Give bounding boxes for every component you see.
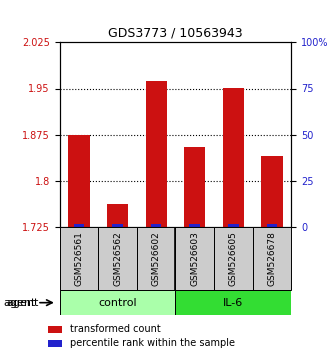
Bar [151,224,162,227]
Bar [48,340,62,347]
Bar [267,224,277,227]
Text: percentile rank within the sample: percentile rank within the sample [70,338,234,348]
Bar [189,224,200,227]
Text: GSM526561: GSM526561 [74,231,83,286]
Text: agent: agent [6,298,38,308]
FancyBboxPatch shape [253,227,291,290]
Bar [112,224,123,227]
Text: GSM526562: GSM526562 [113,231,122,286]
FancyBboxPatch shape [60,227,98,290]
FancyBboxPatch shape [60,290,175,315]
FancyBboxPatch shape [175,227,214,290]
Bar [146,81,167,227]
Title: GDS3773 / 10563943: GDS3773 / 10563943 [108,27,243,40]
Bar [261,156,283,227]
Text: GSM526605: GSM526605 [229,231,238,286]
Bar [48,326,62,333]
Text: transformed count: transformed count [70,324,160,334]
Text: GSM526602: GSM526602 [152,231,161,286]
Bar [68,135,89,227]
Text: IL-6: IL-6 [223,298,244,308]
Text: GSM526678: GSM526678 [267,231,276,286]
Bar [223,88,244,227]
Bar [107,204,128,227]
Bar [73,224,84,227]
Bar [184,147,205,227]
FancyBboxPatch shape [98,227,137,290]
Text: agent: agent [3,298,36,308]
Text: control: control [98,298,137,308]
FancyBboxPatch shape [137,227,175,290]
FancyBboxPatch shape [175,290,291,315]
FancyBboxPatch shape [214,227,253,290]
Text: GSM526603: GSM526603 [190,231,199,286]
Bar [228,224,239,227]
